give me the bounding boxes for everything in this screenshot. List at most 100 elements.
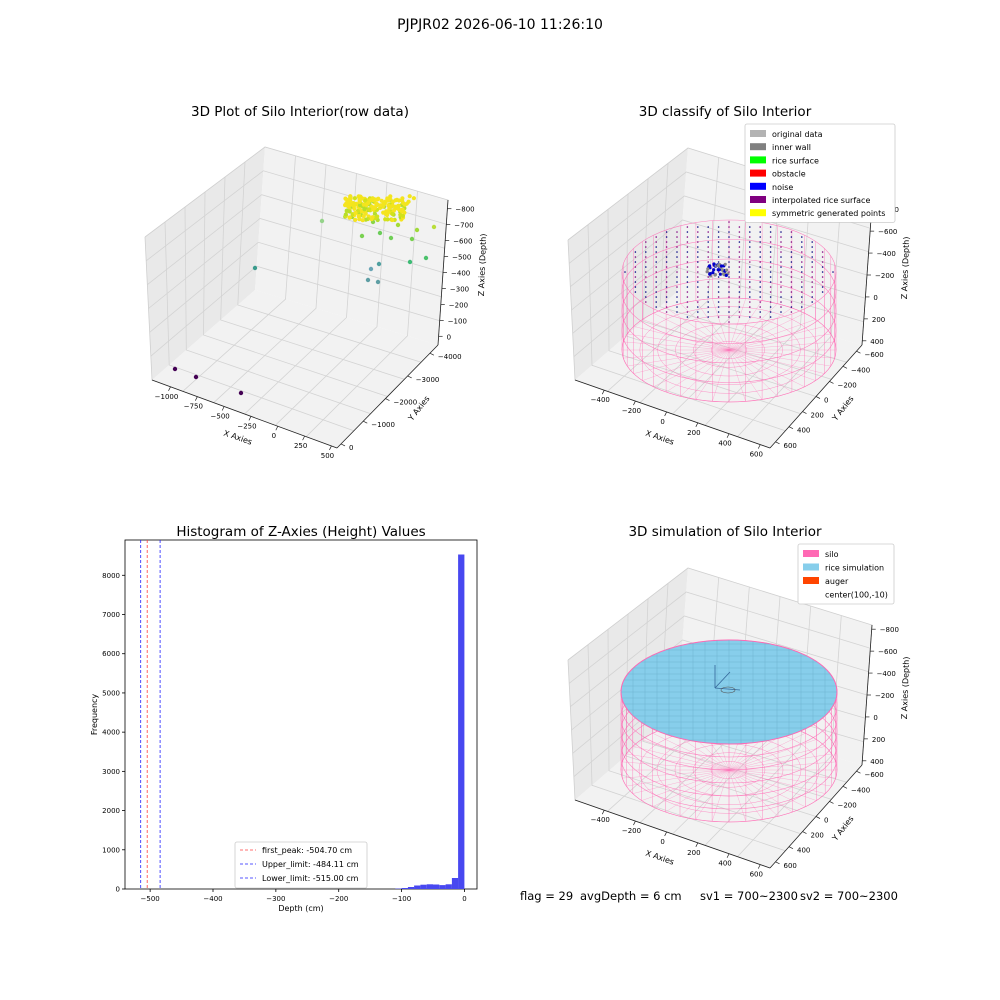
surface-point: [717, 236, 720, 238]
surface-point: [645, 251, 647, 253]
floor-pane: [575, 292, 862, 448]
data-point: [363, 198, 368, 203]
data-point: [377, 230, 383, 236]
y-tick: [856, 350, 861, 354]
silo-floor-spoke: [632, 769, 730, 794]
legend-swatch: [803, 550, 819, 557]
flag-text: flag = 29: [520, 889, 574, 903]
data-point: [388, 235, 394, 241]
x-tick-label: −200: [329, 895, 348, 903]
surface-point: [686, 241, 689, 243]
surface-point: [676, 286, 678, 288]
y-tick-label: 2000: [102, 807, 120, 815]
data-point: [353, 217, 358, 222]
data-point: [347, 209, 352, 214]
x-tick-label: 200: [687, 429, 700, 437]
data-point: [390, 217, 395, 223]
surface-point: [676, 236, 678, 238]
surface-point: [801, 296, 803, 298]
legend-swatch: [803, 577, 819, 584]
surface-point: [759, 281, 761, 283]
z-tick-label: −400: [451, 270, 470, 278]
silo-floor-spoke: [728, 349, 805, 387]
surface-point: [759, 286, 761, 288]
surface-point: [665, 241, 668, 243]
silo-floor-spoke: [728, 733, 806, 771]
y-tick-label: 200: [811, 832, 824, 840]
y-axis-line: [336, 344, 439, 449]
data-point: [381, 210, 386, 215]
silo-floor-spoke: [711, 769, 730, 822]
noise-point: [712, 268, 716, 272]
data-point: [319, 218, 325, 224]
x-tick: [664, 411, 667, 417]
noise-point: [721, 268, 725, 272]
x-tick: [664, 831, 667, 837]
z-tick-label: −300: [450, 285, 469, 293]
auger-line: [714, 687, 741, 691]
y-tick-label: 200: [811, 412, 824, 420]
silo-floor-spoke: [626, 753, 730, 771]
x-tick-label: −500: [141, 895, 160, 903]
surface-point: [749, 226, 751, 228]
data-point: [407, 194, 412, 199]
silo-floor-spoke: [728, 326, 825, 351]
surface-point: [634, 271, 637, 273]
silo-floor-spoke: [728, 769, 747, 822]
surface-point: [811, 291, 813, 293]
grid-line: [568, 591, 871, 684]
z-tick-label: −400: [877, 250, 896, 258]
x-tick-label: −300: [266, 895, 285, 903]
x-tick: [329, 445, 332, 451]
surface-point: [728, 231, 730, 233]
x-tick-label: 400: [718, 440, 731, 448]
silo-floor-spoke: [641, 739, 730, 771]
legend-swatch: [750, 209, 766, 217]
surface-point: [645, 296, 647, 298]
surface-point: [728, 306, 730, 308]
surface-point: [759, 236, 761, 238]
noise-point: [721, 272, 725, 276]
surface-point: [655, 291, 657, 293]
surface-point: [790, 256, 793, 258]
y-tick: [385, 398, 390, 401]
silo-floor-spoke: [627, 349, 730, 367]
surface-point: [697, 236, 699, 238]
x-tick: [221, 406, 225, 411]
grid-line: [659, 163, 847, 363]
silo-floor-spoke: [623, 341, 730, 351]
surface-point: [738, 266, 741, 268]
y-tick-label: 0: [824, 397, 828, 405]
surface-point: [769, 271, 772, 273]
silo-floor-spoke: [728, 769, 806, 807]
surface-point: [665, 311, 668, 313]
y-tick: [802, 411, 807, 414]
surface-point: [749, 301, 751, 303]
surface-point: [738, 281, 741, 283]
surface-point: [707, 251, 709, 253]
surface-point: [738, 286, 741, 288]
surface-point: [634, 256, 637, 258]
figure-suptitle: PJPJR02 2026-06-10 11:26:10: [397, 17, 603, 33]
z-tick-label: −800: [455, 206, 474, 214]
noise-point: [719, 264, 724, 268]
silo-floor-spoke: [641, 769, 730, 801]
surface-point: [676, 231, 678, 233]
surface-point: [811, 266, 813, 268]
data-point: [389, 204, 394, 209]
surface-point: [717, 306, 720, 308]
surface-point: [780, 296, 782, 298]
surface-point: [676, 256, 678, 258]
x-tick-label: −100: [392, 895, 411, 903]
surface-point: [749, 276, 751, 278]
y-tick-label: 400: [797, 847, 810, 855]
surface-point: [697, 241, 699, 243]
surface-point: [697, 261, 699, 263]
legend-swatch: [803, 563, 819, 571]
avg-depth-text: avgDepth = 6 cm: [580, 889, 682, 903]
surface-point: [780, 256, 782, 258]
noise-point: [716, 263, 721, 268]
surface-point: [749, 316, 751, 318]
data-point: [357, 203, 363, 208]
